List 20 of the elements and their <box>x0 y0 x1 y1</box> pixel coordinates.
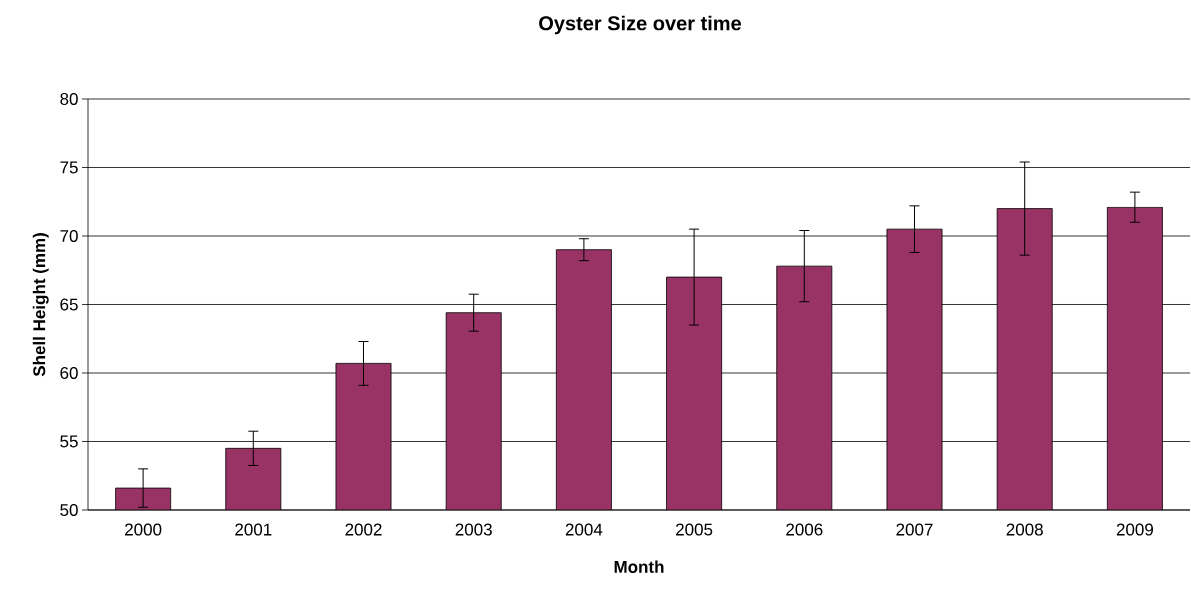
y-tick-label: 60 <box>60 366 78 380</box>
x-tick-label: 2001 <box>235 523 272 536</box>
x-tick-label: 2005 <box>676 523 713 536</box>
x-tick-label: 2006 <box>786 523 823 536</box>
x-tick-label: 2004 <box>565 523 603 536</box>
chart-title: Oyster Size over time <box>539 15 742 35</box>
x-tick-label: 2007 <box>896 523 933 536</box>
x-tick-label: 2002 <box>345 523 382 536</box>
y-tick-label: 65 <box>60 298 78 311</box>
y-axis-title: Shell Height (mm) <box>32 233 49 377</box>
x-tick-label: 2000 <box>125 523 162 536</box>
y-tick-label: 75 <box>60 161 78 174</box>
y-tick-label: 50 <box>60 503 78 517</box>
y-tick-label: 55 <box>60 435 78 448</box>
x-tick-label: 2003 <box>455 523 492 536</box>
y-tick-label: 70 <box>60 229 78 243</box>
y-tick-label: 80 <box>60 92 78 106</box>
x-tick-label: 2009 <box>1116 523 1153 536</box>
x-tick-label: 2008 <box>1006 523 1043 536</box>
x-axis-title: Month <box>614 560 664 573</box>
